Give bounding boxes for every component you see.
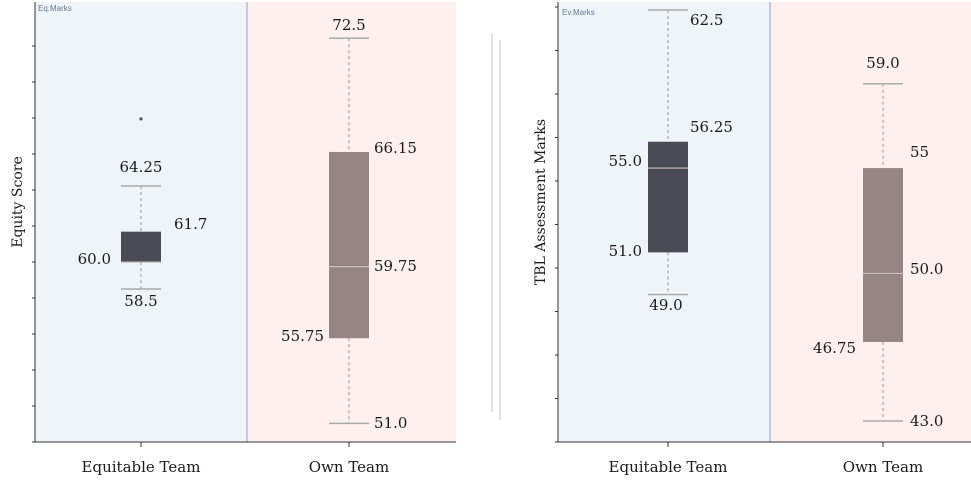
x-tick-label: Own Team <box>309 458 389 476</box>
iqr-box <box>648 141 688 253</box>
data-label-q3: 66.15 <box>374 139 417 157</box>
data-label-max: 59.0 <box>866 54 899 72</box>
y-axis-label: TBL Assessment Marks <box>533 119 549 285</box>
outlier-point <box>139 117 143 121</box>
iqr-box <box>121 231 161 263</box>
panel-tbl <box>555 2 971 447</box>
x-tick-label: Equitable Team <box>82 458 201 476</box>
data-label-q1: 51.0 <box>609 242 642 260</box>
data-label-q1: 55.75 <box>281 327 324 345</box>
data-label-median: 50.0 <box>910 260 943 278</box>
data-label-median: 55.0 <box>609 152 642 170</box>
panel-tag-label: Ev.Marks <box>562 8 595 17</box>
data-label-min: 49.0 <box>649 296 682 314</box>
data-label-min: 51.0 <box>374 414 407 432</box>
data-label-q3: 55 <box>910 143 929 161</box>
data-label-q1: 60.0 <box>78 250 111 268</box>
data-label-q3: 56.25 <box>690 118 733 136</box>
x-tick-label: Equitable Team <box>609 458 728 476</box>
panel-equity <box>32 2 456 447</box>
data-label-q1: 46.75 <box>813 339 856 357</box>
data-label-min: 43.0 <box>910 412 943 430</box>
iqr-box <box>863 168 903 342</box>
data-label-max: 64.25 <box>120 158 163 176</box>
data-label-q3: 61.7 <box>174 215 207 233</box>
data-label-max: 72.5 <box>332 16 365 34</box>
panel-tag-label: Eq.Marks <box>38 4 72 13</box>
data-label-median: 59.75 <box>374 257 417 275</box>
data-label-min: 58.5 <box>124 292 157 310</box>
y-axis-label: Equity Score <box>10 156 26 248</box>
x-tick-label: Own Team <box>843 458 923 476</box>
iqr-box <box>329 151 369 339</box>
data-label-max: 62.5 <box>690 11 723 29</box>
